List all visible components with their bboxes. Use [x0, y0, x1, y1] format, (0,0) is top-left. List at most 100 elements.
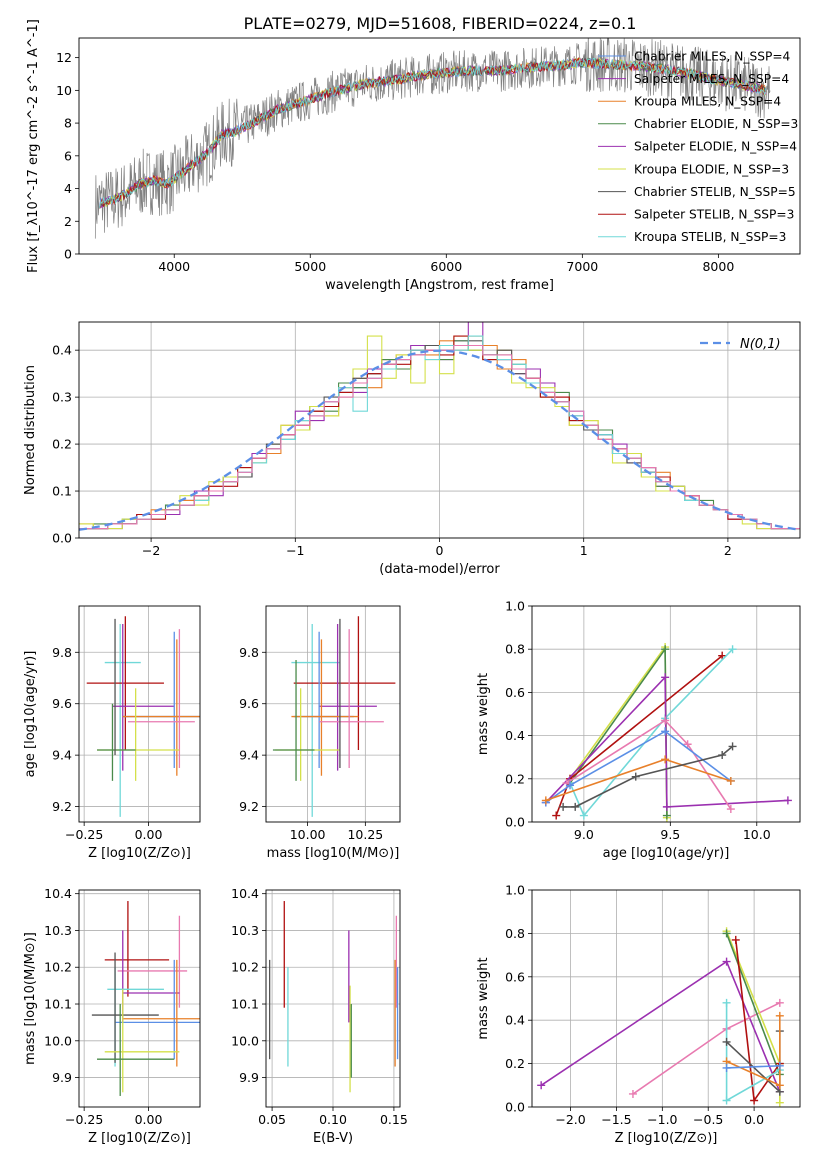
y-tick-label: 10.2: [44, 960, 72, 975]
spectrum-frame: [78, 37, 801, 255]
x-tick-label: 0.05: [258, 1112, 286, 1127]
age_vs_Z-frame: [78, 605, 201, 823]
mass_vs_Z-axes: −0.25 0.00 9.9 10.0 10.1 10.2 10.3 10.4 Z [log10…: [23, 886, 201, 1146]
residuals-axes: −2 −1 0 1 2 0.0 0.1 0.2 0.3 0.4 (data-model)/error…: [23, 321, 801, 577]
plus-marker: [537, 1081, 546, 1090]
massweight_vs_Z-frame: [531, 889, 801, 1108]
plus-marker: [661, 716, 670, 725]
x-tick-label: 0.00: [135, 1112, 163, 1127]
plus-marker: [552, 811, 561, 820]
x-tick-label: −1.5: [601, 1112, 631, 1127]
x-tick-label: 9.0: [574, 827, 594, 842]
x-tick-label: 8000: [702, 259, 734, 274]
plus-marker: [731, 935, 740, 944]
mass_vs_ebv-axes: 0.05 0.10 0.15 9.9 10.0 10.1 10.2 10.3 10.4 E(B-V…: [231, 886, 408, 1146]
errorbar-point: [319, 629, 384, 768]
y-tick-label: 10.4: [44, 886, 72, 901]
y-tick-label: 8: [64, 116, 72, 131]
y-tick-label: 10.1: [44, 997, 72, 1012]
x-tick-label: −2.0: [555, 1112, 585, 1127]
x-axis-label: Z [log10(Z/Z⊙)]: [615, 1131, 718, 1146]
weight-series-line: [726, 1065, 780, 1069]
weight-series-line: [545, 758, 732, 802]
y-tick-label: 0.2: [52, 437, 72, 452]
model-spectrum-line: [98, 57, 767, 209]
errorbar-point: [122, 959, 200, 1067]
y-tick-label: 10.4: [231, 886, 259, 901]
massweight_vs_Z-axes: −2.0 −1.5 −1.0 −0.5 0.0 0.0 0.2 0.4 0.6 0.8 1.0 Z […: [476, 883, 801, 1146]
legend-entry: Salpeter STELIB, N_SSP=3: [634, 208, 794, 222]
residuals-frame: [78, 321, 801, 539]
plus-marker: [750, 1096, 759, 1105]
plus-marker: [775, 998, 784, 1007]
y-tick-label: 9.2: [239, 799, 259, 814]
x-tick-label: 0.00: [135, 827, 163, 842]
y-tick-label: 0.4: [52, 343, 72, 358]
x-axis-label: age [log10(age/yr)]: [603, 846, 730, 861]
x-tick-label: 10.25: [347, 827, 383, 842]
plus-marker: [722, 957, 731, 966]
plus-marker: [722, 1063, 731, 1072]
y-tick-label: 9.9: [52, 1070, 72, 1085]
errorbar-point: [97, 1004, 175, 1096]
age_vs_Z-plot-area: [79, 606, 200, 822]
weight-series-line: [726, 1031, 781, 1094]
y-tick-label: 10.2: [231, 960, 259, 975]
errorbar-point: [127, 629, 195, 768]
plus-marker: [662, 811, 671, 820]
y-tick-label: 9.2: [52, 799, 72, 814]
plus-marker: [722, 998, 731, 1007]
x-tick-label: 0.15: [380, 1112, 408, 1127]
plus-marker: [559, 802, 568, 811]
legend-entry: Chabrier MILES, N_SSP=4: [634, 49, 791, 63]
plus-marker: [541, 796, 550, 805]
plus-marker: [631, 772, 640, 781]
model-spectrum-line: [98, 57, 767, 209]
x-tick-label: 0: [436, 543, 444, 558]
errorbar-point: [86, 616, 164, 750]
plus-marker: [718, 651, 727, 660]
y-tick-label: 9.4: [52, 748, 72, 763]
massweight_vs_age-plot-area: [532, 606, 800, 822]
x-tick-label: 9.5: [660, 827, 680, 842]
plus-marker: [566, 781, 575, 790]
age_vs_mass-frame: [265, 605, 401, 823]
plus-marker: [783, 796, 792, 805]
y-tick-label: 10.1: [231, 997, 259, 1012]
y-tick-label: 0.4: [505, 728, 525, 743]
y-tick-label: 0.2: [505, 1056, 525, 1071]
figure-title: PLATE=0279, MJD=51608, FIBERID=0224, z=0…: [244, 14, 637, 33]
x-tick-label: −2: [142, 543, 160, 558]
weight-series-line: [545, 730, 732, 804]
plus-marker: [775, 1061, 784, 1070]
legend-entry: Kroupa MILES, N_SSP=4: [634, 95, 781, 109]
weight-series-line: [569, 648, 734, 818]
massweight_vs_age-frame: [531, 605, 801, 823]
y-tick-label: 9.4: [239, 748, 259, 763]
y-tick-label: 6: [64, 148, 72, 163]
errorbar-point: [97, 688, 180, 781]
y-tick-label: 0.8: [505, 926, 525, 941]
y-tick-label: 9.9: [239, 1070, 259, 1085]
y-tick-label: 10.3: [44, 923, 72, 938]
y-tick-label: 9.6: [52, 696, 72, 711]
y-axis-label: Flux [f_λ10^-17 erg cm^-2 s^-1 A^-1]: [26, 19, 41, 273]
y-tick-label: 2: [64, 214, 72, 229]
x-tick-label: −1: [286, 543, 304, 558]
y-axis-label: mass weight: [476, 957, 491, 1039]
age_vs_mass-axes: 10.00 10.25 9.2 9.4 9.6 9.8 mass [log10(M/M⊙)]: [239, 605, 401, 861]
spectrum-axes: 4000 5000 6000 7000 8000 0 2 4 6 8 10 12 wavelength …: [26, 19, 801, 293]
weight-series-line: [563, 745, 734, 808]
y-axis-label: Normed distribution: [23, 365, 38, 495]
legend-entry: Salpeter ELODIE, N_SSP=4: [634, 140, 797, 154]
y-tick-label: 0.0: [505, 1100, 525, 1115]
x-tick-label: 5000: [294, 259, 326, 274]
age_vs_mass-plot-area: [266, 606, 400, 822]
plus-marker: [661, 755, 670, 764]
errorbar-point: [112, 624, 175, 771]
plus-marker: [661, 645, 670, 654]
x-axis-label: mass [log10(M/M⊙)]: [267, 846, 400, 861]
plus-marker: [722, 1096, 731, 1105]
